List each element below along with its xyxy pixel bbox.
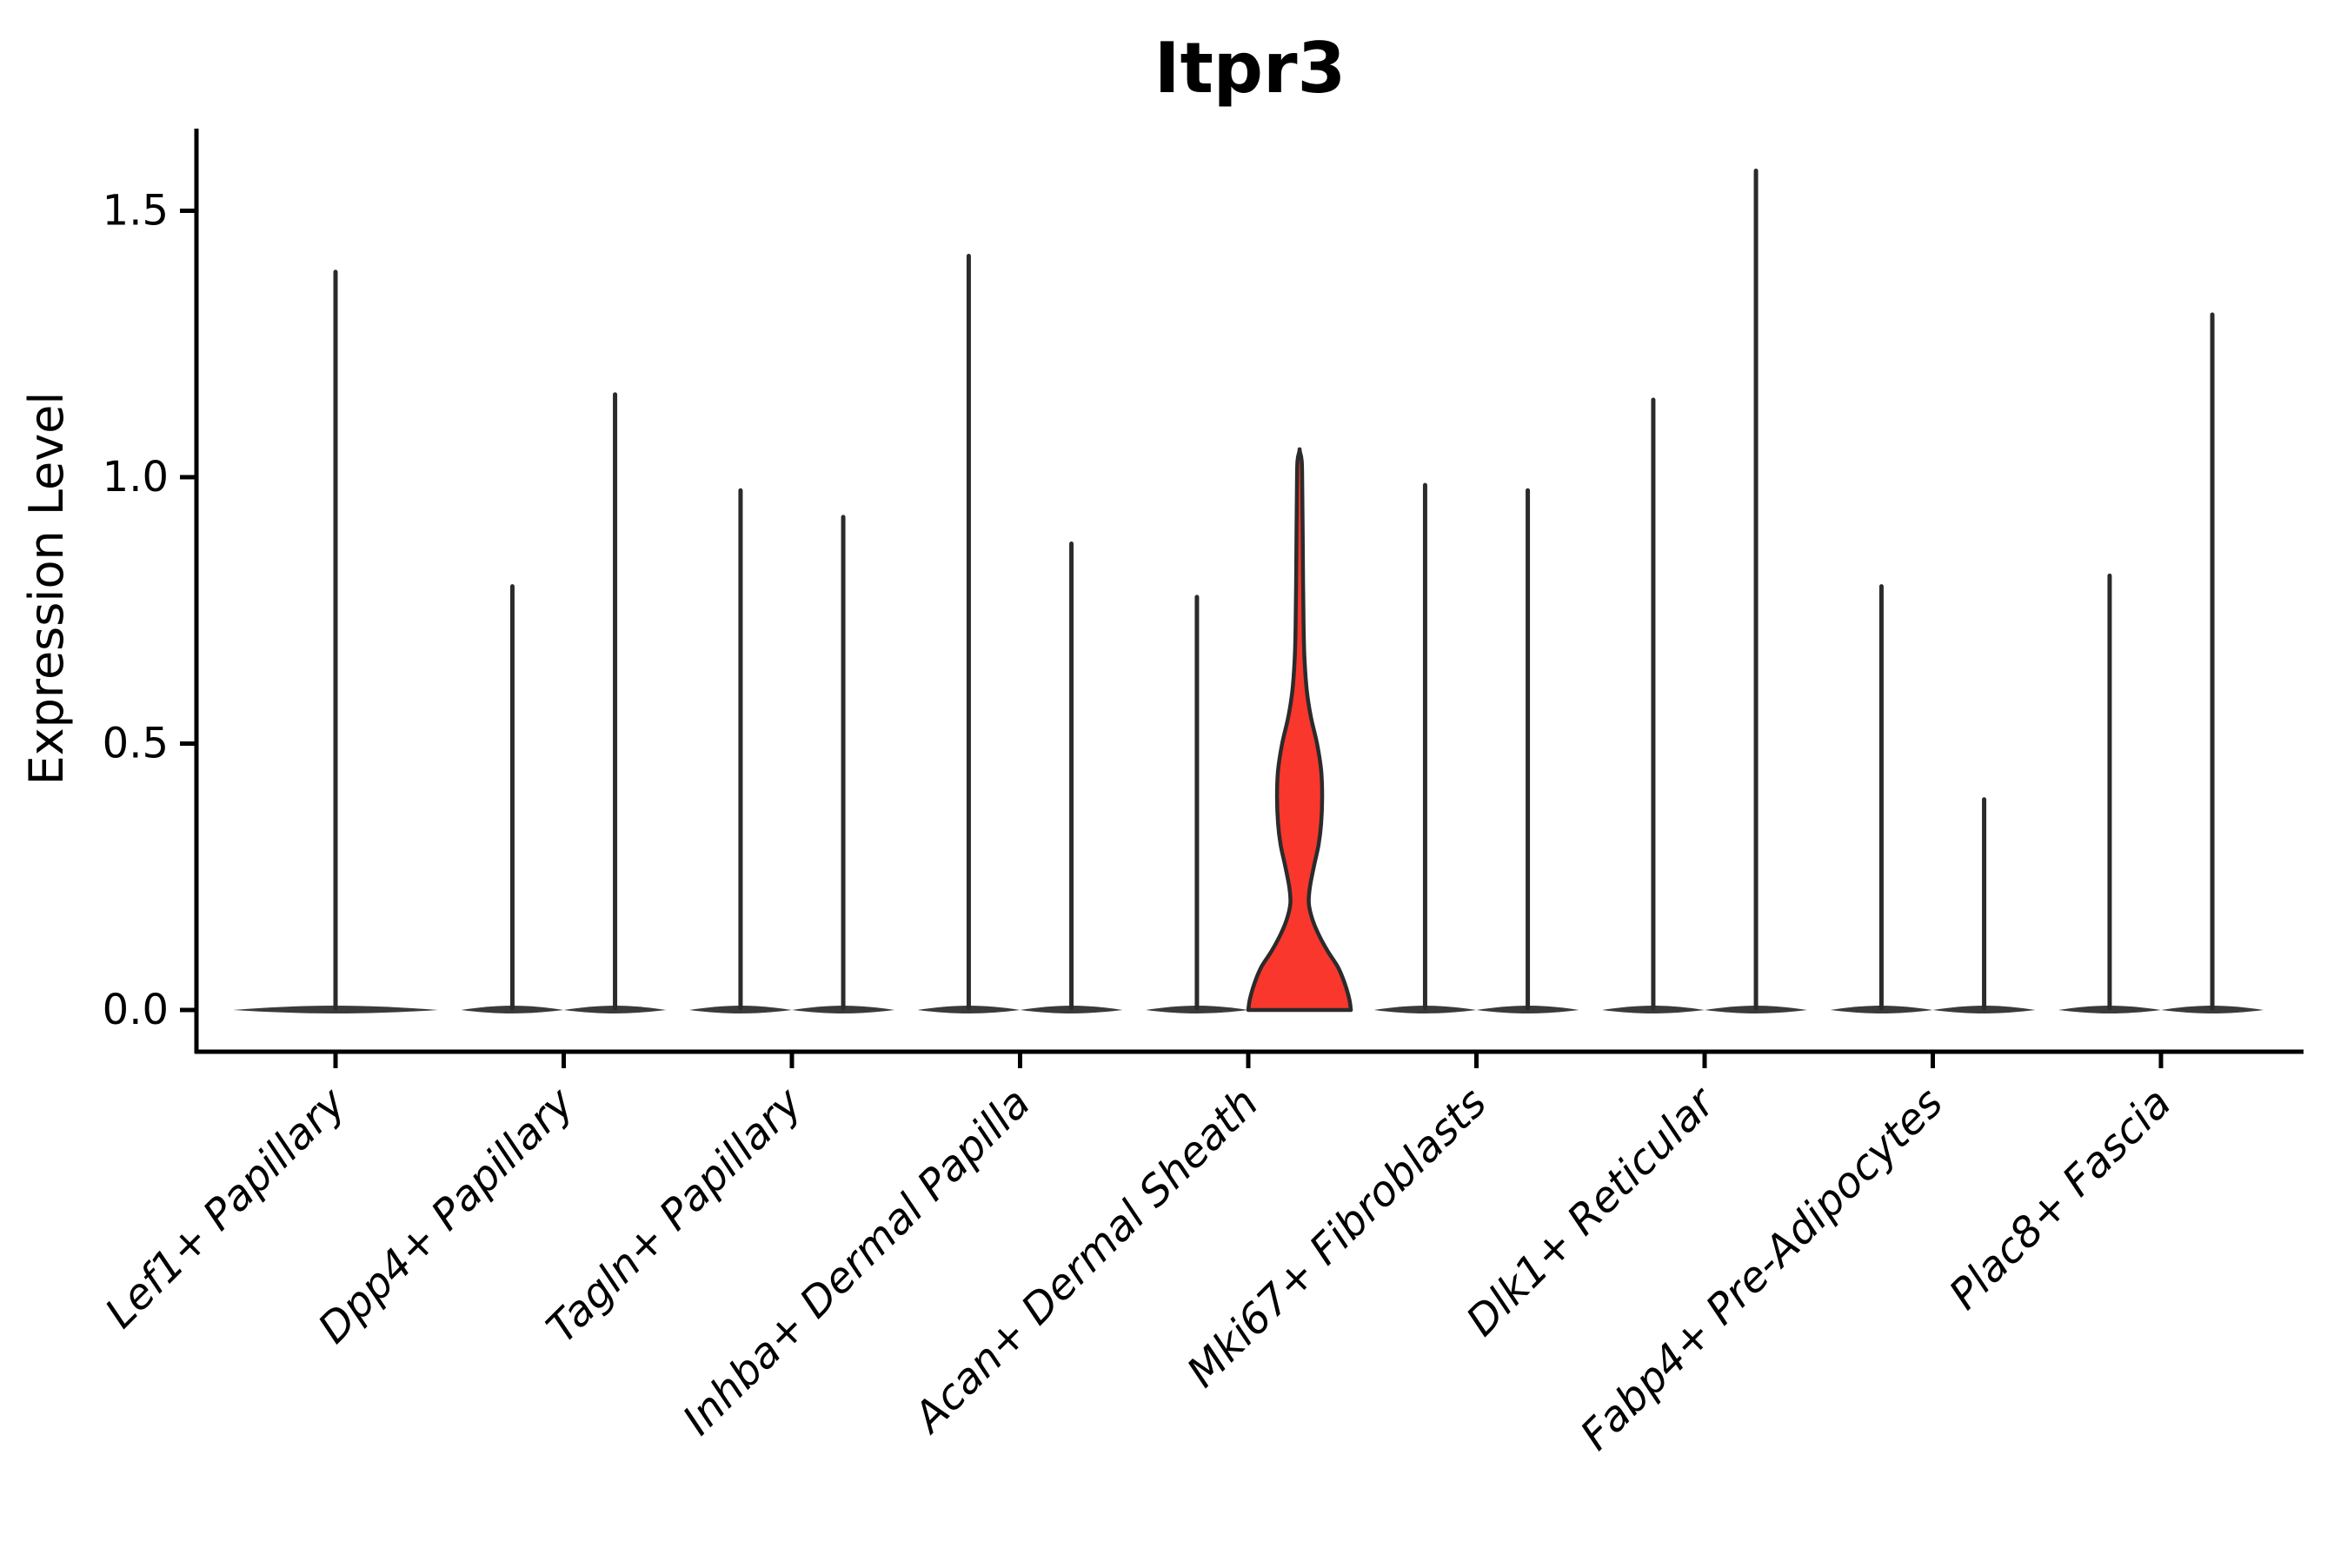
y-tick-label-1.0: 1.0: [103, 453, 169, 502]
chart-title: Itpr3: [1154, 28, 1346, 109]
y-tick-label-1.5: 1.5: [103, 187, 169, 236]
violin-acan-dermal-sheath-right: [1246, 447, 1353, 1013]
y-tick-label-0.5: 0.5: [103, 720, 169, 768]
y-axis-label: Expression Level: [19, 392, 74, 786]
y-tick-label-0.0: 0.0: [103, 986, 169, 1034]
